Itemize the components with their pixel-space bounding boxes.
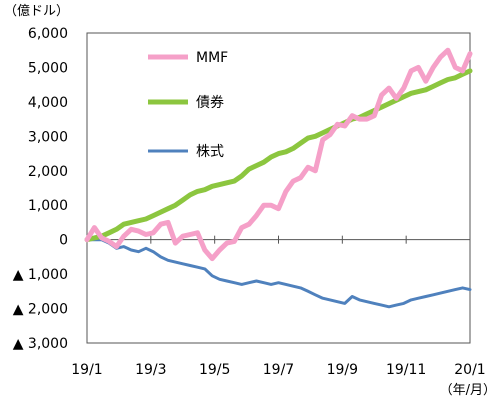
plot-area [86, 32, 471, 344]
x-tick-label: 19/9 [327, 362, 358, 378]
x-unit-label: （年/月） [440, 383, 496, 398]
x-tick-label: 19/11 [386, 362, 426, 378]
y-unit-label: （億ドル） [4, 3, 69, 19]
y-tick-label: 4,000 [28, 95, 68, 111]
series-line-0 [84, 47, 473, 262]
x-tick-label: 19/7 [263, 362, 294, 378]
y-tick-label: 0 [59, 233, 68, 249]
legend-label: 株式 [196, 144, 224, 160]
y-tick-label: ▲ 1,000 [13, 267, 68, 283]
x-tick-label: 19/1 [71, 362, 102, 378]
legend-label: 債券 [196, 95, 224, 111]
x-tick-labels: 19/1 19/3 19/5 19/7 19/9 19/11 20/1 [71, 362, 485, 378]
x-tick-label: 19/5 [199, 362, 230, 378]
y-tick-label: ▲ 2,000 [13, 302, 68, 318]
x-tick-label: 20/1 [454, 362, 485, 378]
legend-label: MMF [196, 50, 228, 66]
y-tick-label: 2,000 [28, 164, 68, 180]
series-lines [84, 47, 473, 309]
series-line-1 [84, 68, 473, 243]
x-tick-label: 19/3 [135, 362, 166, 378]
y-tick-labels: 6,000 5,000 4,000 3,000 2,000 1,000 0 ▲ 1,000 ▲ … [13, 26, 68, 352]
y-tick-label: 5,000 [28, 60, 68, 76]
series-line-2 [85, 238, 472, 309]
y-tick-label: ▲ 3,000 [13, 336, 68, 352]
y-tick-label: 1,000 [28, 198, 68, 214]
y-tick-label: 6,000 [28, 26, 68, 42]
y-tick-label: 3,000 [28, 129, 68, 145]
